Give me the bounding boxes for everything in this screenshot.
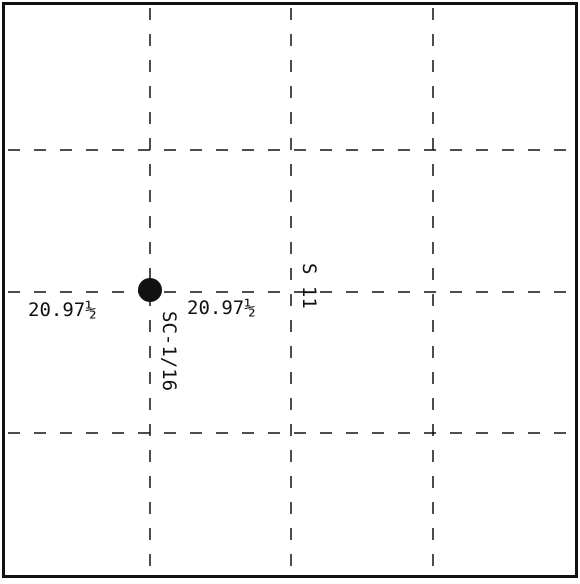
right-dimension-label: 20.97½ (187, 297, 256, 319)
marker-dot (138, 278, 162, 302)
vertical-code-label: SC-1/16 (158, 311, 180, 391)
left-dimension-label: 20.97½ (28, 299, 97, 321)
outer-frame (2, 2, 578, 578)
horizontal-grid-lines (8, 149, 574, 434)
section-label: S 11 (298, 263, 320, 309)
vertical-grid-lines (149, 8, 434, 574)
